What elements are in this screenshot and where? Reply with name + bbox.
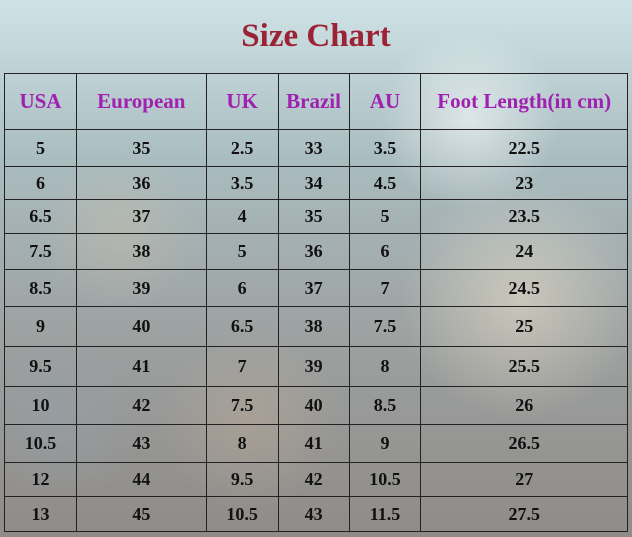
- table-cell: 43: [75, 424, 207, 463]
- table-cell: 9: [4, 306, 77, 347]
- table-cell: 8.5: [348, 386, 422, 425]
- table-cell: 38: [277, 306, 350, 347]
- table-cell: 10.5: [4, 424, 77, 463]
- table-cell: 6: [205, 269, 279, 307]
- table-cell: 10: [4, 386, 77, 425]
- table-cell: 7.5: [348, 306, 422, 347]
- table-cell: 38: [75, 233, 207, 270]
- table-row: 9 40 6.5 38 7.5 25: [4, 306, 628, 347]
- table-row: 7.5 38 5 36 6 24: [4, 233, 628, 270]
- table-row: 6.5 37 4 35 5 23.5: [4, 199, 628, 234]
- header-cell: USA: [4, 73, 77, 130]
- table-cell: 22.5: [420, 129, 628, 167]
- table-cell: 25: [420, 306, 628, 347]
- table-cell: 10.5: [348, 462, 422, 497]
- header-cell: AU: [348, 73, 422, 130]
- table-cell: 7.5: [4, 233, 77, 270]
- table-cell: 41: [75, 346, 207, 387]
- table-cell: 10.5: [205, 496, 279, 532]
- table-cell: 23.5: [420, 199, 628, 234]
- table-cell: 3.5: [205, 166, 279, 200]
- table-cell: 8.5: [4, 269, 77, 307]
- table-cell: 37: [277, 269, 350, 307]
- table-cell: 11.5: [348, 496, 422, 532]
- table-cell: 34: [277, 166, 350, 200]
- header-row: USA European UK Brazil AU Foot Length(in cm): [4, 73, 628, 130]
- table-cell: 2.5: [205, 129, 279, 167]
- table-cell: 13: [4, 496, 77, 532]
- table-cell: 44: [75, 462, 207, 497]
- table-cell: 40: [75, 306, 207, 347]
- table-row: 12 44 9.5 42 10.5 27: [4, 462, 628, 497]
- table-cell: 4: [205, 199, 279, 234]
- table-cell: 26.5: [420, 424, 628, 463]
- table-cell: 7.5: [205, 386, 279, 425]
- table-row: 10 42 7.5 40 8.5 26: [4, 386, 628, 425]
- table-cell: 39: [75, 269, 207, 307]
- table-cell: 42: [277, 462, 350, 497]
- table-cell: 12: [4, 462, 77, 497]
- header-cell: European: [75, 73, 207, 130]
- table-row: 9.5 41 7 39 8 25.5: [4, 346, 628, 387]
- table-row: 8.5 39 6 37 7 24.5: [4, 269, 628, 307]
- table-cell: 4.5: [348, 166, 422, 200]
- table-row: 6 36 3.5 34 4.5 23: [4, 166, 628, 200]
- table-cell: 35: [75, 129, 207, 167]
- table-row: 13 45 10.5 43 11.5 27.5: [4, 496, 628, 532]
- table-cell: 6.5: [4, 199, 77, 234]
- size-table: USA European UK Brazil AU Foot Length(in cm) …: [4, 73, 628, 532]
- table-cell: 7: [205, 346, 279, 387]
- table-cell: 5: [205, 233, 279, 270]
- table-cell: 9: [348, 424, 422, 463]
- table-cell: 43: [277, 496, 350, 532]
- table-cell: 27: [420, 462, 628, 497]
- table-cell: 45: [75, 496, 207, 532]
- header-cell: Brazil: [277, 73, 350, 130]
- table-cell: 37: [75, 199, 207, 234]
- table-cell: 35: [277, 199, 350, 234]
- header-cell: UK: [205, 73, 279, 130]
- table-cell: 9.5: [4, 346, 77, 387]
- table-cell: 27.5: [420, 496, 628, 532]
- table-cell: 5: [4, 129, 77, 167]
- table-cell: 26: [420, 386, 628, 425]
- table-cell: 9.5: [205, 462, 279, 497]
- table-cell: 36: [75, 166, 207, 200]
- table-cell: 6.5: [205, 306, 279, 347]
- table-cell: 8: [348, 346, 422, 387]
- table-cell: 8: [205, 424, 279, 463]
- table-cell: 24.5: [420, 269, 628, 307]
- table-cell: 6: [348, 233, 422, 270]
- table-cell: 24: [420, 233, 628, 270]
- table-cell: 40: [277, 386, 350, 425]
- table-cell: 41: [277, 424, 350, 463]
- table-cell: 33: [277, 129, 350, 167]
- table-cell: 7: [348, 269, 422, 307]
- table-cell: 39: [277, 346, 350, 387]
- table-cell: 3.5: [348, 129, 422, 167]
- table-row: 10.5 43 8 41 9 26.5: [4, 424, 628, 463]
- title: Size Chart: [241, 18, 391, 54]
- table-cell: 25.5: [420, 346, 628, 387]
- table-cell: 42: [75, 386, 207, 425]
- table-cell: 6: [4, 166, 77, 200]
- table-body: 5 35 2.5 33 3.5 22.5 6 36 3.5 34 4.5 23 6.5 37 4 35 5 23.…: [4, 129, 628, 532]
- table-cell: 5: [348, 199, 422, 234]
- table-row: 5 35 2.5 33 3.5 22.5: [4, 129, 628, 167]
- table-cell: 36: [277, 233, 350, 270]
- header-cell: Foot Length(in cm): [420, 73, 628, 130]
- table-cell: 23: [420, 166, 628, 200]
